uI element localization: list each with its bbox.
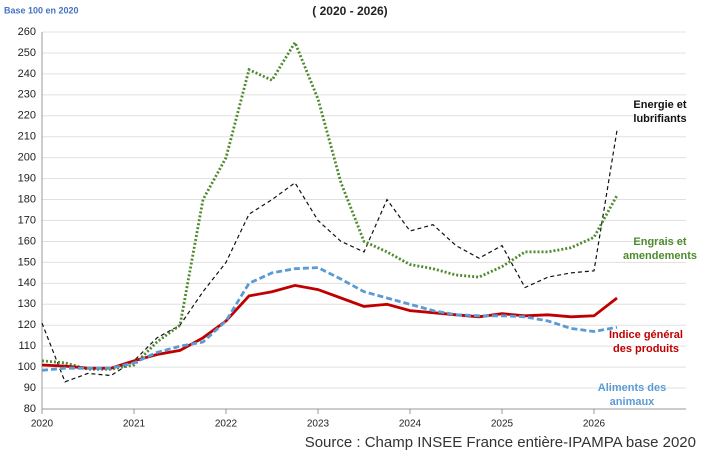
x-tick-label: 2022: [215, 419, 238, 430]
y-tick-label: 220: [18, 110, 36, 122]
x-tick-label: 2023: [307, 419, 330, 430]
y-tick-label: 130: [18, 298, 36, 310]
y-tick-label: 210: [18, 131, 36, 143]
y-tick-label: 190: [18, 173, 36, 185]
y-tick-label: 230: [18, 89, 36, 101]
series-line: [41, 266, 618, 372]
x-tick-label: 2020: [31, 419, 54, 430]
x-tick-label: 2021: [123, 419, 146, 430]
y-tick-label: 90: [24, 382, 36, 394]
x-tick-label: 2024: [399, 419, 422, 430]
series-line: [41, 39, 619, 371]
y-tick-label: 250: [18, 47, 36, 59]
x-tick-label: 2025: [491, 419, 514, 430]
chart-title: ( 2020 - 2026): [312, 4, 387, 18]
y-tick-label: 200: [18, 152, 36, 164]
y-tick-label: 150: [18, 256, 36, 268]
subtitle: Base 100 en 2020: [4, 5, 79, 15]
series-label: Engrais et amendements: [623, 236, 697, 263]
series-label: Aliments des animaux: [597, 382, 667, 409]
y-tick-label: 180: [18, 193, 36, 205]
series-label: Indice général des produits: [609, 328, 683, 355]
y-tick-label: 240: [18, 68, 36, 80]
series-line: [41, 130, 618, 383]
y-tick-label: 160: [18, 235, 36, 247]
y-tick-label: 80: [24, 403, 36, 415]
source: Source : Champ INSEE France entière-IPAM…: [305, 434, 696, 451]
y-tick-label: 110: [18, 340, 36, 352]
y-tick-label: 260: [18, 26, 36, 38]
series-label: Energie et lubrifiants: [633, 99, 687, 126]
x-tick-label: 2026: [583, 419, 606, 430]
series-line: [41, 283, 618, 370]
y-tick-label: 170: [18, 214, 36, 226]
y-tick-label: 140: [18, 277, 36, 289]
y-tick-label: 120: [18, 319, 36, 331]
y-tick-label: 100: [18, 361, 36, 373]
